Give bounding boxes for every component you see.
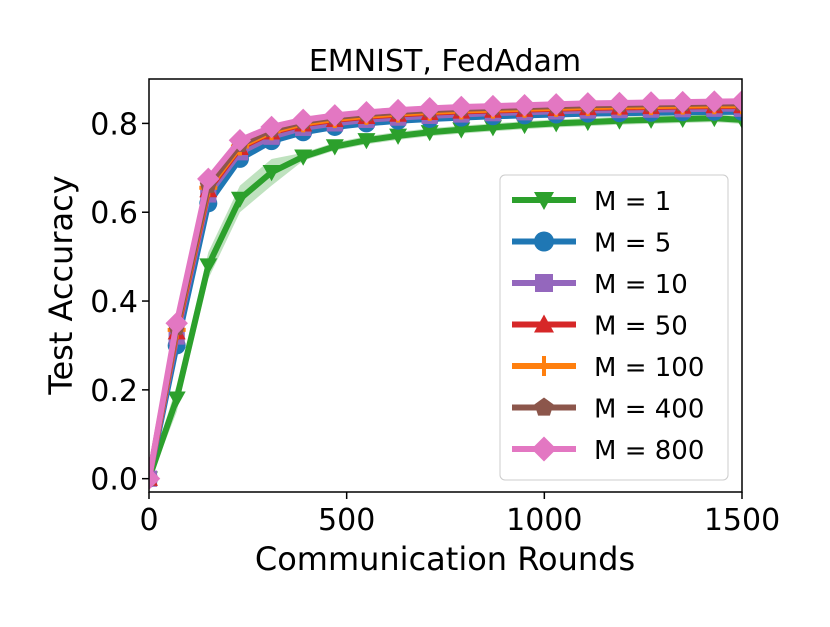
data-point bbox=[513, 93, 536, 117]
series-lines bbox=[149, 89, 742, 490]
data-point bbox=[420, 125, 439, 142]
y-axis: 0.0 0.2 0.4 0.6 0.8 bbox=[90, 107, 149, 498]
data-point bbox=[418, 97, 441, 120]
legend: M = 1 M = 5 M = 10 M = 50 M = 100 M = 400 M = … bbox=[499, 174, 729, 481]
legend-entry: M = 800 bbox=[512, 436, 704, 466]
legend-label: M = 10 bbox=[594, 270, 688, 300]
y-tick-label: 0.2 bbox=[90, 374, 138, 409]
y-tick-label: 0.8 bbox=[90, 107, 138, 142]
plot-frame bbox=[148, 78, 743, 493]
y-axis-label: Test Accuracy bbox=[42, 175, 80, 395]
x-axis-label: Communication Rounds bbox=[255, 540, 635, 578]
legend-label: M = 50 bbox=[594, 312, 688, 342]
data-point bbox=[703, 90, 726, 113]
data-point bbox=[608, 91, 631, 115]
x-tick-label: 1000 bbox=[506, 503, 582, 538]
data-point bbox=[291, 108, 315, 132]
legend-entry: M = 50 bbox=[512, 312, 688, 342]
chart-title: EMNIST, FedAdam bbox=[309, 44, 581, 79]
legend-label: M = 100 bbox=[594, 353, 704, 383]
x-axis: 0 500 1000 1500 bbox=[139, 492, 780, 538]
data-point bbox=[639, 91, 663, 114]
data-point bbox=[230, 191, 249, 208]
legend-label: M = 800 bbox=[594, 436, 704, 466]
data-point bbox=[325, 139, 344, 156]
data-point bbox=[483, 120, 502, 137]
data-point bbox=[149, 467, 161, 490]
data-point bbox=[389, 128, 408, 145]
y-tick-label: 0.4 bbox=[90, 285, 138, 320]
legend-entry: M = 10 bbox=[512, 270, 688, 300]
data-point bbox=[167, 391, 186, 408]
data-point bbox=[323, 104, 347, 127]
legend-marker bbox=[534, 231, 554, 252]
y-tick-label: 0.0 bbox=[90, 463, 138, 498]
data-point bbox=[544, 93, 568, 116]
data-point bbox=[671, 90, 694, 114]
data-point bbox=[262, 165, 281, 182]
y-tick-label: 0.6 bbox=[90, 196, 138, 231]
data-point bbox=[228, 129, 252, 152]
legend-label: M = 400 bbox=[594, 395, 704, 425]
legend-frame bbox=[499, 174, 729, 481]
x-tick-label: 1500 bbox=[704, 503, 780, 538]
x-tick-label: 500 bbox=[318, 503, 375, 538]
series bbox=[149, 89, 742, 490]
legend-entry: M = 5 bbox=[512, 229, 671, 259]
data-point bbox=[481, 94, 505, 118]
data-point bbox=[199, 258, 218, 275]
data-point bbox=[294, 149, 313, 166]
legend-label: M = 5 bbox=[594, 229, 671, 259]
data-point bbox=[576, 92, 600, 115]
legend-entry: M = 400 bbox=[512, 395, 704, 425]
legend-entry: M = 100 bbox=[512, 353, 704, 383]
data-point bbox=[260, 115, 283, 139]
x-tick-label: 0 bbox=[139, 503, 158, 538]
data-point bbox=[730, 89, 742, 113]
data-point bbox=[450, 95, 473, 119]
legend-marker bbox=[535, 274, 553, 292]
data-point bbox=[165, 311, 188, 335]
legend-marker bbox=[534, 356, 554, 376]
data-point bbox=[357, 133, 376, 150]
legend-marker bbox=[534, 314, 554, 333]
legend-entry: M = 1 bbox=[512, 187, 671, 217]
data-point bbox=[386, 98, 410, 122]
legend-marker bbox=[534, 192, 554, 210]
data-point bbox=[197, 167, 220, 191]
legend-label: M = 1 bbox=[594, 187, 671, 217]
legend-marker bbox=[534, 397, 554, 416]
data-point bbox=[452, 122, 471, 139]
data-point bbox=[355, 101, 378, 124]
legend-marker bbox=[531, 436, 557, 462]
